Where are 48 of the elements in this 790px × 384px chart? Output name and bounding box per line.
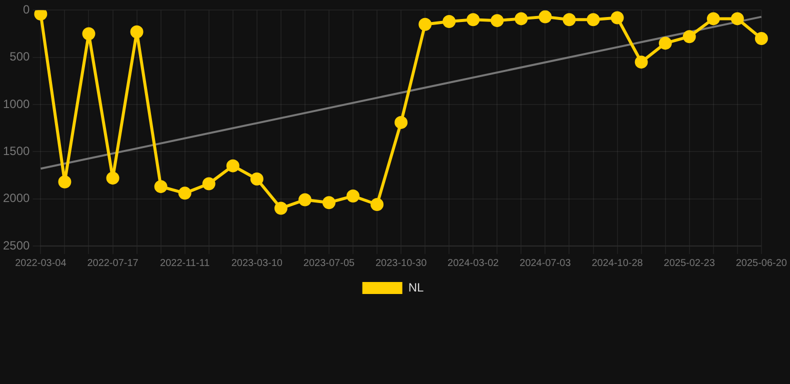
point: [58, 175, 72, 188]
legend-label: NL: [408, 280, 424, 294]
point: [586, 13, 600, 26]
x-tick-label: 2025-06-20: [736, 258, 788, 269]
x-tick-label: 2023-03-10: [231, 258, 283, 269]
y-tick-label: 2500: [2, 238, 30, 252]
point: [82, 27, 96, 40]
x-tick-label: 2024-07-03: [520, 258, 572, 269]
point: [562, 13, 576, 26]
point: [370, 198, 384, 211]
point: [274, 202, 288, 215]
point: [610, 11, 624, 24]
x-tick-label: 2023-10-30: [375, 258, 428, 269]
point: [538, 10, 552, 24]
point: [226, 159, 240, 172]
y-tick-label: 0: [23, 2, 30, 17]
point: [658, 36, 672, 50]
y-tick-label: 2000: [2, 191, 30, 206]
point: [466, 13, 480, 26]
point: [514, 12, 528, 26]
point: [682, 30, 696, 44]
point: [130, 25, 144, 38]
x-tick-label: 2024-10-28: [592, 258, 644, 269]
point: [154, 180, 168, 194]
point: [106, 172, 120, 185]
x-tick-label: 2022-07-17: [87, 258, 139, 269]
point: [490, 14, 504, 28]
point: [346, 190, 360, 203]
x-tick-label: 2025-02-23: [664, 258, 716, 269]
y-tick-label: 500: [10, 50, 30, 64]
point: [730, 12, 744, 26]
x-tick-label: 2022-03-04: [15, 258, 67, 269]
y-tick-label: 1500: [2, 144, 30, 158]
point: [634, 56, 648, 69]
point: [418, 18, 432, 31]
point: [250, 172, 264, 186]
point: [202, 177, 216, 190]
x-tick-label: 2024-03-02: [448, 258, 500, 269]
x-tick-label: 2022-11-11: [160, 258, 210, 269]
point: [706, 12, 720, 26]
point: [298, 193, 312, 206]
y-tick-label: 1000: [2, 96, 30, 111]
point: [178, 186, 192, 200]
point: [394, 116, 408, 129]
x-tick-label: 2023-07-05: [303, 258, 355, 269]
point: [442, 15, 456, 28]
point: [322, 196, 336, 210]
point: [754, 32, 768, 45]
